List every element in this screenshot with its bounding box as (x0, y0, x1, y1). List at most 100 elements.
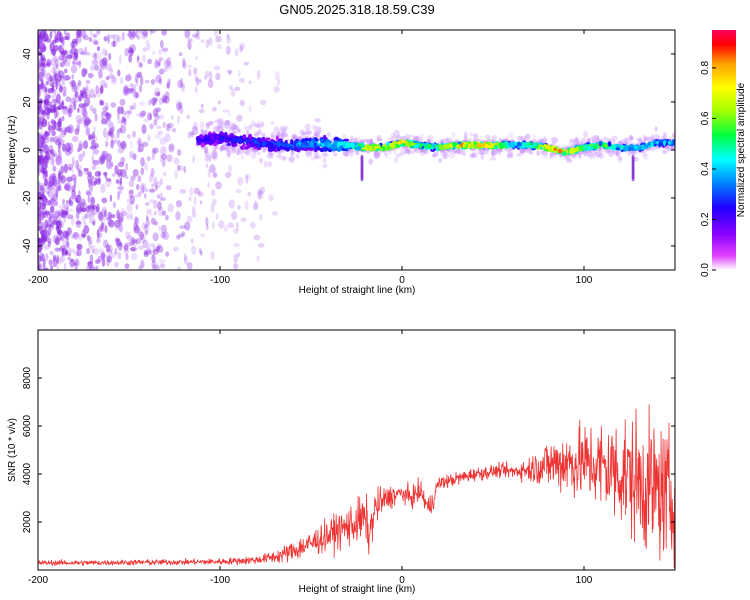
noise-blob (240, 217, 247, 222)
noise-blob (233, 242, 240, 248)
noise-blob (258, 190, 264, 199)
noise-blob (128, 30, 135, 40)
noise-blob (94, 113, 98, 122)
haze-blob (433, 151, 439, 157)
noise-blob (142, 239, 149, 249)
noise-blob (39, 194, 44, 201)
noise-blob (71, 74, 74, 80)
haze-blob (472, 153, 478, 159)
haze-blob (393, 150, 397, 155)
noise-blob (205, 217, 209, 227)
ridge-point (226, 142, 232, 146)
noise-blob (87, 261, 94, 268)
noise-blob (159, 263, 166, 269)
noise-blob (151, 154, 156, 161)
haze-blob (456, 147, 461, 154)
noise-blob (111, 77, 116, 83)
haze-blob (629, 135, 633, 140)
noise-blob (206, 152, 211, 157)
noise-blob (109, 252, 117, 259)
haze-blob (399, 150, 407, 156)
noise-blob (232, 124, 238, 131)
noise-blob (196, 30, 200, 37)
noise-blob (60, 165, 65, 174)
noise-blob (77, 47, 85, 55)
ridge-point (330, 144, 337, 150)
ridge-point (473, 142, 477, 145)
noise-blob (190, 238, 194, 244)
ridge-point (502, 142, 507, 147)
noise-blob (151, 217, 156, 225)
haze-blob (236, 148, 240, 156)
haze-blob (442, 151, 447, 160)
noise-blob (58, 169, 62, 180)
noise-blob (66, 214, 74, 220)
noise-blob (46, 220, 53, 228)
noise-blob (85, 265, 92, 270)
noise-blob (70, 81, 74, 88)
haze-blob (261, 148, 267, 153)
noise-blob (159, 192, 163, 202)
ridge-point (230, 135, 236, 139)
ridge-point (436, 145, 439, 152)
noise-blob (96, 52, 102, 61)
haze-blob (607, 148, 613, 154)
noise-blob (58, 117, 63, 124)
noise-blob (130, 246, 138, 252)
noise-blob (92, 33, 98, 38)
noise-blob (73, 184, 76, 190)
haze-blob (295, 154, 300, 159)
noise-blob (136, 183, 140, 191)
noise-blob (75, 36, 78, 45)
noise-blob (186, 115, 190, 119)
noise-blob (149, 123, 154, 130)
noise-blob (132, 102, 137, 110)
noise-blob (77, 201, 82, 206)
haze-blob (403, 148, 410, 154)
noise-blob (140, 157, 145, 167)
noise-blob (60, 37, 64, 44)
noise-blob (69, 258, 75, 268)
noise-blob (64, 182, 71, 192)
noise-blob (60, 139, 65, 145)
noise-blob (73, 232, 80, 240)
noise-blob (60, 130, 66, 138)
noise-blob (41, 68, 47, 77)
noise-blob (154, 181, 161, 189)
noise-blob (106, 211, 112, 219)
haze-blob (506, 147, 511, 153)
noise-blob (110, 126, 116, 131)
haze-blob (322, 163, 328, 169)
noise-blob (94, 171, 101, 177)
noise-blob (123, 243, 129, 252)
snr-panel: -200 -100 0 100 2000 4000 6000 8000 Height of … (7, 329, 676, 595)
noise-blob (60, 220, 65, 229)
noise-blob (181, 231, 186, 237)
noise-blob (78, 170, 83, 177)
noise-blob (72, 82, 78, 93)
noise-blob (97, 258, 101, 264)
noise-blob (92, 220, 96, 226)
noise-blob (228, 164, 232, 173)
spectrogram-y-ticks: -40 -20 0 20 40 (22, 48, 675, 253)
noise-blob (156, 194, 160, 199)
haze-blob (313, 132, 318, 140)
noise-blob (158, 97, 164, 105)
ridge-point (327, 140, 331, 144)
noise-blob (133, 221, 139, 232)
noise-blob (191, 125, 199, 136)
ridge-point (296, 144, 300, 148)
haze-blob (566, 159, 573, 163)
noise-blob (215, 181, 222, 190)
noise-blob (152, 108, 159, 118)
noise-blob (125, 163, 129, 171)
noise-blob (43, 229, 50, 236)
y-tick-label: 4000 (22, 462, 33, 485)
noise-blob (243, 61, 250, 66)
noise-blob (204, 148, 208, 158)
noise-blob (67, 247, 72, 257)
noise-blob (122, 89, 130, 97)
noise-blob (131, 252, 138, 261)
noise-blob (253, 234, 261, 241)
haze-blob (455, 138, 459, 143)
